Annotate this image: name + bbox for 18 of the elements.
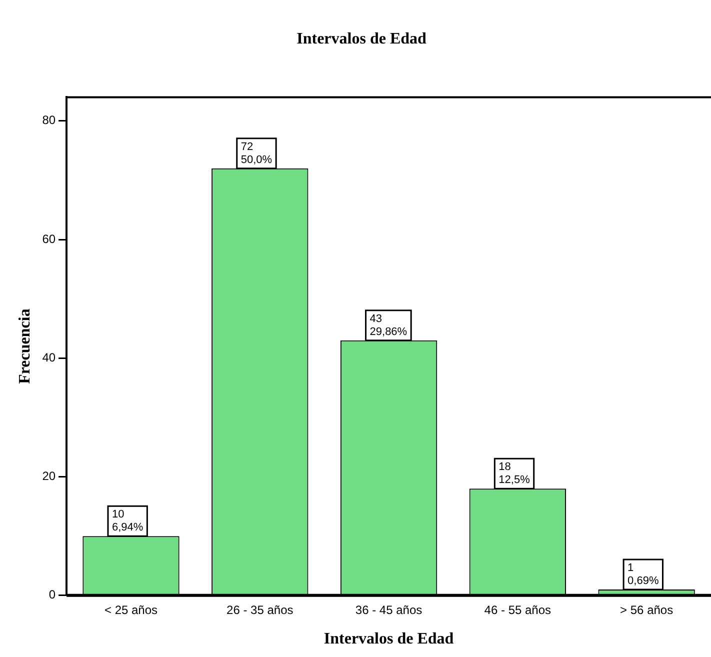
data-label: 18 12,5% [498,461,530,486]
x-tick-label: 36 - 45 años [355,602,422,617]
y-tick-label: 0 [48,588,56,602]
data-label: 72 50,0% [240,140,272,166]
data-label: 43 29,86% [370,312,408,338]
y-tick-label: 80 [42,113,56,128]
x-tick-label: > 56 años [620,602,674,617]
x-axis-title: Intervalos de Edad [324,630,454,648]
x-tick-label: < 25 años [104,602,158,617]
chart-title: Intervalos de Edad [296,30,426,48]
y-tick-label: 40 [42,350,56,364]
y-axis-title: Frecuencia [16,308,34,384]
y-tick-label: 60 [42,232,56,246]
data-label: 1 0,69% [628,562,659,587]
data-label: 10 6,94% [112,508,144,534]
x-tick-label: 26 - 35 años [226,602,294,617]
y-tick-label: 20 [42,469,56,484]
x-tick-label: 46 - 55 años [484,602,552,617]
